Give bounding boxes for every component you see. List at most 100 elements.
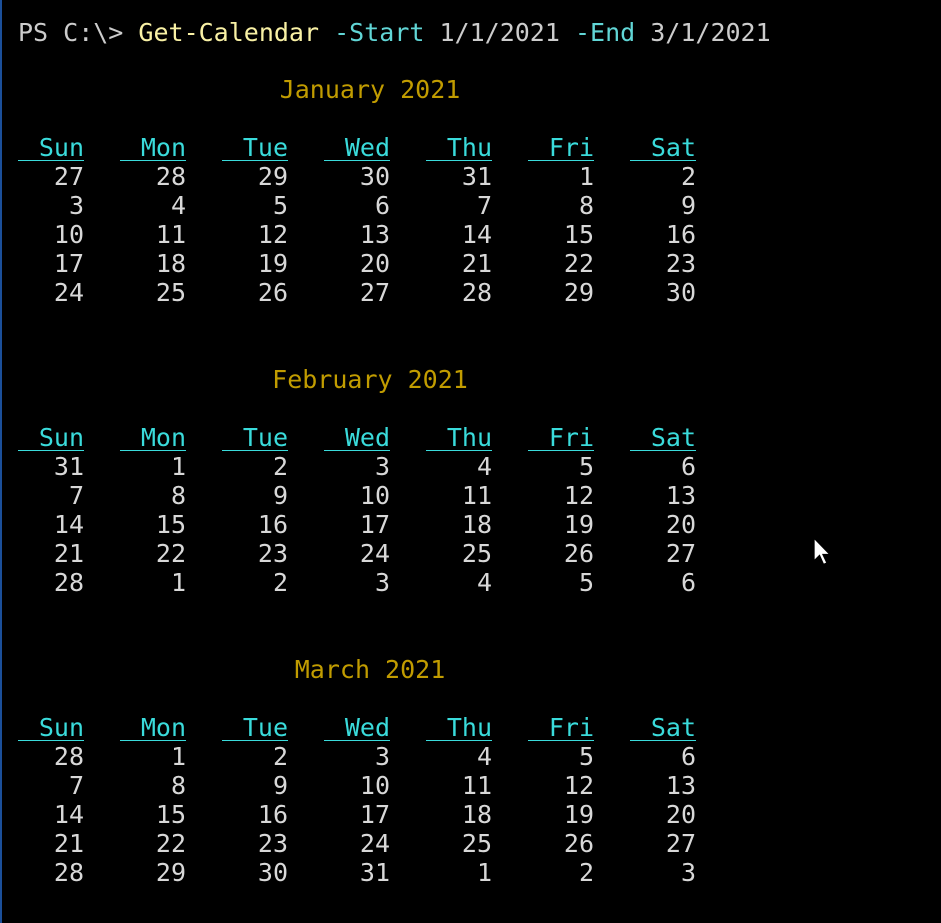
day-cell: 3: [68, 191, 84, 220]
command-line[interactable]: PS C:\> Get-Calendar -Start 1/1/2021 -En…: [18, 18, 771, 47]
week-row: 10 11 12 13 14 15 16: [18, 220, 732, 249]
day-cell: 4: [170, 191, 186, 220]
day-header: Sun: [18, 423, 84, 452]
month-title: January 2021: [279, 75, 461, 104]
day-cell: 12: [257, 220, 288, 249]
month-block: February 2021 Sun Mon Tue Wed Thu Fri Sat 31 1 2 3 4…: [0, 365, 720, 625]
day-cell: 25: [461, 539, 492, 568]
day-header: Wed: [324, 713, 390, 742]
day-cell: 18: [155, 249, 186, 278]
day-header: Mon: [120, 713, 186, 742]
day-cell: 27: [53, 162, 84, 191]
day-header: Mon: [120, 423, 186, 452]
day-header: Wed: [324, 423, 390, 452]
day-cell: 11: [461, 481, 492, 510]
week-row: 28 29 30 31 1 2 3: [18, 858, 732, 887]
day-cell: 14: [53, 800, 84, 829]
day-cell: 6: [680, 742, 696, 771]
day-cell: 5: [578, 452, 594, 481]
day-cell: 1: [476, 858, 492, 887]
day-header: Wed: [324, 133, 390, 162]
day-cell: 17: [359, 510, 390, 539]
day-header-row: Sun Mon Tue Wed Thu Fri Sat: [18, 133, 732, 162]
day-cell: 29: [563, 278, 594, 307]
day-cell: 13: [665, 771, 696, 800]
day-cell: 9: [272, 481, 288, 510]
week-row: 31 1 2 3 4 5 6: [18, 452, 732, 481]
day-cell: 26: [563, 829, 594, 858]
day-cell: 9: [680, 191, 696, 220]
day-cell: 16: [257, 800, 288, 829]
day-cell: 27: [665, 539, 696, 568]
day-header-row: Sun Mon Tue Wed Thu Fri Sat: [18, 423, 732, 452]
param-start: -Start: [334, 18, 425, 47]
day-cell: 10: [359, 771, 390, 800]
day-header: Sat: [630, 133, 696, 162]
day-header: Sun: [18, 133, 84, 162]
end-value: 3/1/2021: [650, 18, 771, 47]
day-cell: 23: [257, 829, 288, 858]
day-cell: 14: [53, 510, 84, 539]
day-cell: 3: [374, 452, 390, 481]
day-cell: 22: [563, 249, 594, 278]
day-header: Thu: [426, 423, 492, 452]
day-cell: 2: [272, 568, 288, 597]
day-cell: 28: [155, 162, 186, 191]
day-cell: 18: [461, 510, 492, 539]
day-cell: 14: [461, 220, 492, 249]
day-cell: 28: [53, 742, 84, 771]
day-header-row: Sun Mon Tue Wed Thu Fri Sat: [18, 713, 732, 742]
day-cell: 24: [359, 829, 390, 858]
day-cell: 26: [257, 278, 288, 307]
week-row: 3 4 5 6 7 8 9: [18, 191, 732, 220]
week-row: 7 8 9 10 11 12 13: [18, 481, 732, 510]
week-row: 7 8 9 10 11 12 13: [18, 771, 732, 800]
week-row: 14 15 16 17 18 19 20: [18, 800, 732, 829]
day-cell: 3: [680, 858, 696, 887]
day-cell: 12: [563, 481, 594, 510]
day-cell: 16: [665, 220, 696, 249]
day-cell: 27: [665, 829, 696, 858]
day-cell: 29: [155, 858, 186, 887]
day-cell: 30: [665, 278, 696, 307]
next-prompt-partial: [18, 904, 158, 923]
day-cell: 7: [68, 481, 84, 510]
day-cell: 30: [359, 162, 390, 191]
day-cell: 4: [476, 742, 492, 771]
day-cell: 12: [563, 771, 594, 800]
day-cell: 28: [461, 278, 492, 307]
day-cell: 11: [155, 220, 186, 249]
day-cell: 13: [665, 481, 696, 510]
month-title: February 2021: [272, 365, 468, 394]
day-cell: 20: [665, 800, 696, 829]
day-cell: 4: [476, 452, 492, 481]
day-cell: 2: [680, 162, 696, 191]
day-cell: 19: [563, 800, 594, 829]
day-cell: 2: [272, 742, 288, 771]
week-row: 21 22 23 24 25 26 27: [18, 539, 732, 568]
prompt-label: PS C:\>: [18, 18, 124, 47]
day-cell: 4: [476, 568, 492, 597]
day-cell: 19: [257, 249, 288, 278]
day-header: Thu: [426, 713, 492, 742]
month-title: March 2021: [294, 655, 446, 684]
day-header: Sat: [630, 713, 696, 742]
day-cell: 22: [155, 539, 186, 568]
day-header: Mon: [120, 133, 186, 162]
week-row: 28 1 2 3 4 5 6: [18, 742, 732, 771]
day-cell: 20: [665, 510, 696, 539]
day-cell: 5: [578, 568, 594, 597]
day-header: Tue: [222, 423, 288, 452]
month-block: March 2021 Sun Mon Tue Wed Thu Fri Sat 28 1 2 3 4 5 6 7…: [0, 655, 720, 915]
day-cell: 6: [374, 191, 390, 220]
day-cell: 1: [170, 568, 186, 597]
day-cell: 21: [53, 539, 84, 568]
day-header: Sat: [630, 423, 696, 452]
day-header: Fri: [528, 713, 594, 742]
day-cell: 27: [359, 278, 390, 307]
day-cell: 31: [53, 452, 84, 481]
day-cell: 31: [461, 162, 492, 191]
day-cell: 18: [461, 800, 492, 829]
day-cell: 6: [680, 568, 696, 597]
week-row: 24 25 26 27 28 29 30: [18, 278, 732, 307]
